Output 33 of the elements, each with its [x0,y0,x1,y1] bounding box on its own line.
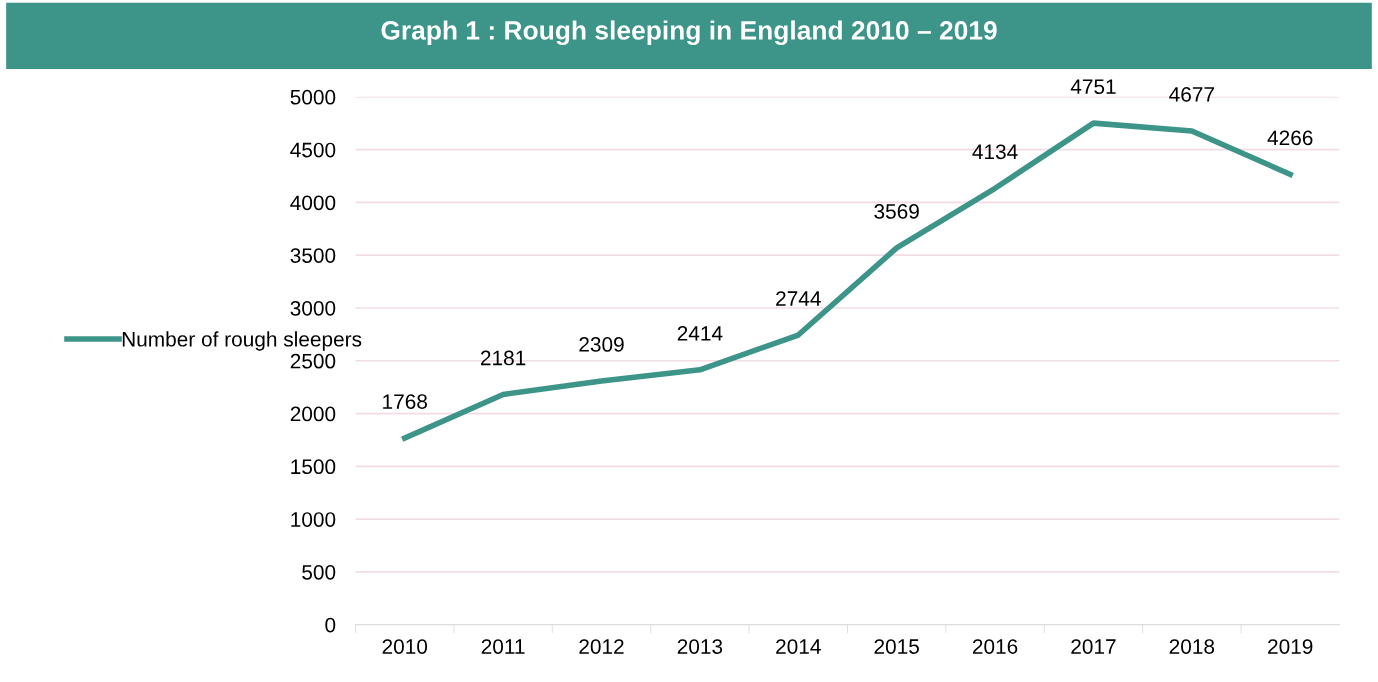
y-tick-label: 500 [302,564,336,580]
x-tick-label: 2016 [972,639,1018,654]
legend-label: Number of rough sleepers [122,331,362,351]
y-tick-label: 4000 [290,195,336,211]
chart-title: Graph 1 : Rough sleeping in England 2010 – 2019 [381,20,997,46]
data-label: 2744 [776,291,821,306]
y-tick-label: 5000 [290,89,336,105]
x-tick-label: 2018 [1169,639,1215,654]
data-label: 2414 [677,325,723,341]
y-tick-label: 1500 [291,459,336,475]
data-label: 4134 [972,144,1018,160]
x-tick-label: 2019 [1268,639,1313,654]
data-label: 4266 [1267,130,1313,146]
x-tick-label: 2012 [579,639,624,654]
x-tick-label: 2017 [1071,639,1116,654]
data-label: 4677 [1169,87,1214,102]
y-tick-label: 3000 [290,300,336,316]
y-tick-label: 2500 [290,353,336,369]
data-label: 4751 [1070,79,1116,95]
data-label: 1768 [383,394,427,409]
data-label: 2181 [480,350,526,366]
x-tick-label: 2011 [481,639,525,654]
y-tick-label: 1000 [291,512,336,527]
y-tick-label: 0 [325,617,336,633]
y-tick-label: 2000 [290,406,336,422]
y-tick-label: 3500 [290,248,336,263]
x-tick-label: 2010 [382,639,428,654]
x-tick-label: 2014 [776,639,821,654]
x-tick-label: 2013 [677,639,723,654]
x-tick-label: 2015 [874,639,919,654]
data-label: 2309 [579,337,624,352]
y-tick-label: 4500 [290,142,336,158]
data-label: 3569 [874,204,919,219]
